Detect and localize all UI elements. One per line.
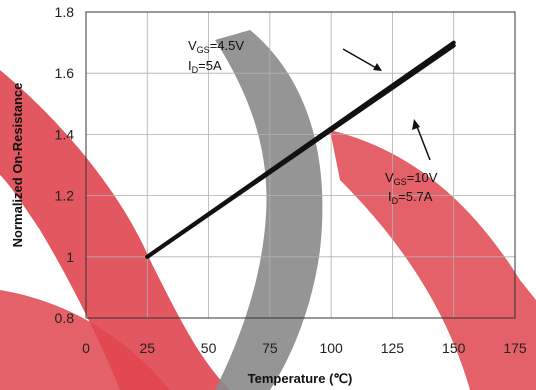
annotation-id-5a: ID=5A [188,58,222,75]
x-tick-label: 125 [381,340,405,356]
arrow-vgs45-line [342,48,379,70]
y-axis-title: Normalized On-Resistance [10,83,25,248]
x-tick-label: 0 [82,340,90,356]
arrow-vgs45-head [373,63,382,71]
x-axis-title: Temperature (℃) [248,371,353,386]
x-tick-label: 75 [262,340,278,356]
y-tick-label: 1.8 [55,4,75,20]
annotation-vgs-4-5v: VGS=4.5V [188,38,244,55]
annotation-id-5-7a: ID=5.7A [388,189,433,206]
y-tick-label: 1.6 [55,65,75,81]
arrow-vgs10-line [415,123,431,161]
plot-frame [85,11,516,319]
series-group [145,40,456,259]
x-tick-label: 100 [319,340,343,356]
watermark-gray-swoosh [215,30,323,390]
y-tick-label: 1.4 [55,126,75,142]
y-tick-label: 1 [66,249,74,265]
x-tick-labels: 0 25 50 75 100 125 150 175 [82,340,527,356]
x-tick-label: 50 [201,340,217,356]
grid [86,12,515,318]
y-tick-label: 0.8 [55,310,75,326]
y-tick-labels: 0.8 1 1.2 1.4 1.6 1.8 [55,4,75,326]
watermark [0,30,536,390]
annotation-arrows [342,48,431,161]
watermark-red-swoosh-right [330,130,536,390]
x-tick-label: 25 [139,340,155,356]
arrow-vgs10-head [412,119,420,130]
series-line-2 [145,43,456,259]
x-tick-label: 175 [503,340,527,356]
annotation-vgs-10v: VGS=10V [385,170,438,187]
watermark-red-swoosh-bottom [0,290,170,390]
watermark-red-swoosh-left [0,70,230,390]
x-tick-label: 150 [442,340,466,356]
y-tick-label: 1.2 [55,188,75,204]
